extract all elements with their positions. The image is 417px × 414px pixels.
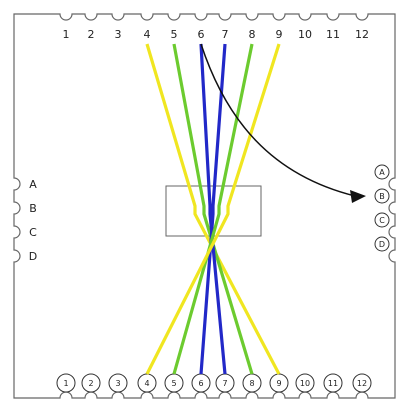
bottom-label-10: 10 <box>300 379 310 388</box>
arrow-line <box>200 43 356 197</box>
right-label-A: A <box>379 168 385 177</box>
bottom-terminal-1 <box>56 373 76 393</box>
bottom-label-6: 6 <box>198 379 203 388</box>
bottom-label-4: 4 <box>144 379 149 388</box>
top-label-3: 3 <box>115 28 122 41</box>
top-label-1: 1 <box>63 28 70 41</box>
top-label-5: 5 <box>171 28 178 41</box>
bottom-label-3: 3 <box>115 379 120 388</box>
right-terminal-B <box>374 188 390 204</box>
top-label-2: 2 <box>88 28 95 41</box>
wire-7-to-6 <box>199 43 227 375</box>
wire-9-to-4 <box>145 43 281 375</box>
right-label-B: B <box>379 192 385 201</box>
bottom-label-11: 11 <box>328 379 338 388</box>
right-terminal-D <box>374 236 390 252</box>
top-label-6: 6 <box>198 28 205 41</box>
bottom-terminal-10 <box>295 373 315 393</box>
top-label-11: 11 <box>326 28 340 41</box>
bottom-label-1: 1 <box>63 379 68 388</box>
left-label-A: A <box>29 178 37 191</box>
bottom-terminal-12 <box>352 373 372 393</box>
wire-6-to-7 <box>199 43 227 375</box>
top-label-12: 12 <box>355 28 369 41</box>
outer-frame <box>13 13 396 399</box>
top-label-7: 7 <box>222 28 229 41</box>
left-label-C: C <box>29 226 37 239</box>
bottom-label-12: 12 <box>357 379 367 388</box>
left-label-D: D <box>29 250 37 263</box>
wire-5-to-8 <box>172 43 254 375</box>
right-label-C: C <box>379 216 385 225</box>
top-label-4: 4 <box>144 28 151 41</box>
left-label-B: B <box>29 202 37 215</box>
arrow-head <box>350 190 366 203</box>
right-terminal-C <box>374 212 390 228</box>
bottom-terminal-11 <box>323 373 343 393</box>
bottom-terminal-2 <box>81 373 101 393</box>
top-label-8: 8 <box>249 28 256 41</box>
bottom-label-7: 7 <box>222 379 227 388</box>
right-label-D: D <box>379 240 385 249</box>
top-label-9: 9 <box>276 28 283 41</box>
bottom-label-8: 8 <box>249 379 254 388</box>
bottom-label-5: 5 <box>171 379 176 388</box>
bottom-label-2: 2 <box>88 379 93 388</box>
wire-4-to-9 <box>145 43 281 375</box>
bottom-label-9: 9 <box>276 379 281 388</box>
right-terminal-A <box>374 164 390 180</box>
wire-8-to-5 <box>172 43 254 375</box>
top-label-10: 10 <box>298 28 312 41</box>
bottom-terminal-3 <box>108 373 128 393</box>
